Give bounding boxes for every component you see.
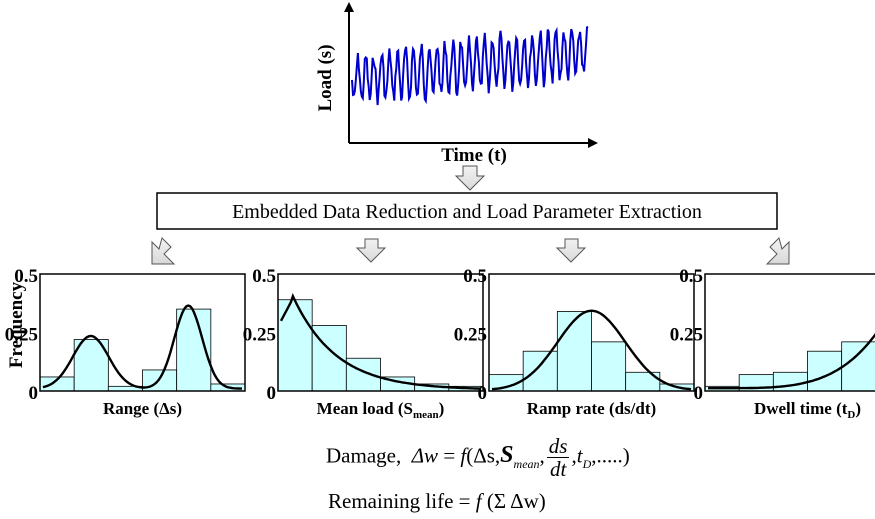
damage-function: f [460,443,467,468]
histogram-bar [772,371,808,392]
histogram-panel: 0.5 0.25 0 Ramp rate (ds/dt) [454,266,695,418]
density-curve [42,304,242,390]
damage-td: t [576,443,583,468]
damage-smean: S [500,442,514,469]
remaining-life-equation: Remaining life = f (Σ Δw) [328,489,546,514]
histogram-x-label: Ramp rate (ds/dt) [527,399,656,418]
histogram-x-label: Range (Δs) [103,399,182,418]
histogram-bar [556,311,592,392]
y-tick-label: 0.25 [243,325,276,346]
damage-prefix: Damage, [326,443,402,468]
y-tick-label: 0.25 [454,325,487,346]
density-curve [491,309,692,391]
histogram-bar [345,357,381,392]
histogram-bar [522,350,558,392]
load-time-chart: Load (s) Time (t) [315,2,598,166]
y-axis-arrowhead [344,2,354,12]
density-curve [279,293,481,390]
damage-smean-sub: mean [513,456,540,471]
histogram-frame [704,273,875,392]
y-tick-label: 0.5 [14,266,38,287]
extraction-banner: Embedded Data Reduction and Load Paramet… [156,192,778,230]
time-x-label: Time (t) [441,145,507,166]
density-curve [708,332,875,390]
arrow-to-mean-load [355,238,387,263]
y-tick-label: 0.25 [670,325,703,346]
damage-equals: = [443,443,456,468]
load-signal-trace [351,25,589,106]
histogram-frame [39,273,246,392]
histogram-bar [591,341,627,392]
branch-arrows [151,237,790,265]
histogram-x-label: Dwell time (tD) [754,399,861,421]
histogram-bar [841,341,875,392]
histogram-frame [488,273,695,392]
y-tick-label: 0.5 [252,266,276,287]
y-tick-label: 0 [694,383,704,404]
arrow-to-dwell-time [765,237,790,265]
y-tick-label: 0 [29,383,39,404]
arrow-to-banner [454,165,486,191]
load-y-label: Load (s) [315,44,336,111]
damage-td-sub: D [582,456,592,471]
banner-text: Embedded Data Reduction and Load Paramet… [232,201,702,223]
histogram-panel: 0.5 0.25 0 Dwell time (tD) [670,266,875,421]
histogram-panel: 0.5 0.25 0 Range (Δs) [5,266,246,418]
y-tick-label: 0.5 [679,266,703,287]
histogram-x-label: Mean load (Smean) [317,399,445,421]
histogram-panel: 0.5 0.25 0 Mean load (Smean) [243,266,484,421]
histogram-bar [277,299,313,392]
damage-lhs: Δw [411,443,439,468]
y-tick-label: 0 [267,383,277,404]
damage-equation: Damage, Δw = f(Δs,Smean, ds dt ,tD,.....) [326,434,630,481]
life-args: (Σ Δw) [486,489,546,513]
arrow-to-ramp-rate [555,238,587,263]
y-tick-label: 0.5 [463,266,487,287]
histogram-panels: 0.5 0.25 0 Range (Δs) 0.5 0.25 0 Mean load (Sme… [5,266,875,421]
damage-args-start: (Δs, [466,443,501,468]
life-prefix: Remaining life = [328,489,471,513]
ds-dt-fraction: ds dt [546,434,570,481]
damage-tail: ,.....) [591,443,630,468]
histogram-frame [277,273,484,392]
y-tick-label: 0.25 [5,325,38,346]
x-axis-arrowhead [588,138,598,148]
life-function: f [475,489,482,513]
y-tick-label: 0 [478,383,488,404]
frequency-y-label: Frequency [6,281,27,368]
arrow-to-range [151,237,176,265]
